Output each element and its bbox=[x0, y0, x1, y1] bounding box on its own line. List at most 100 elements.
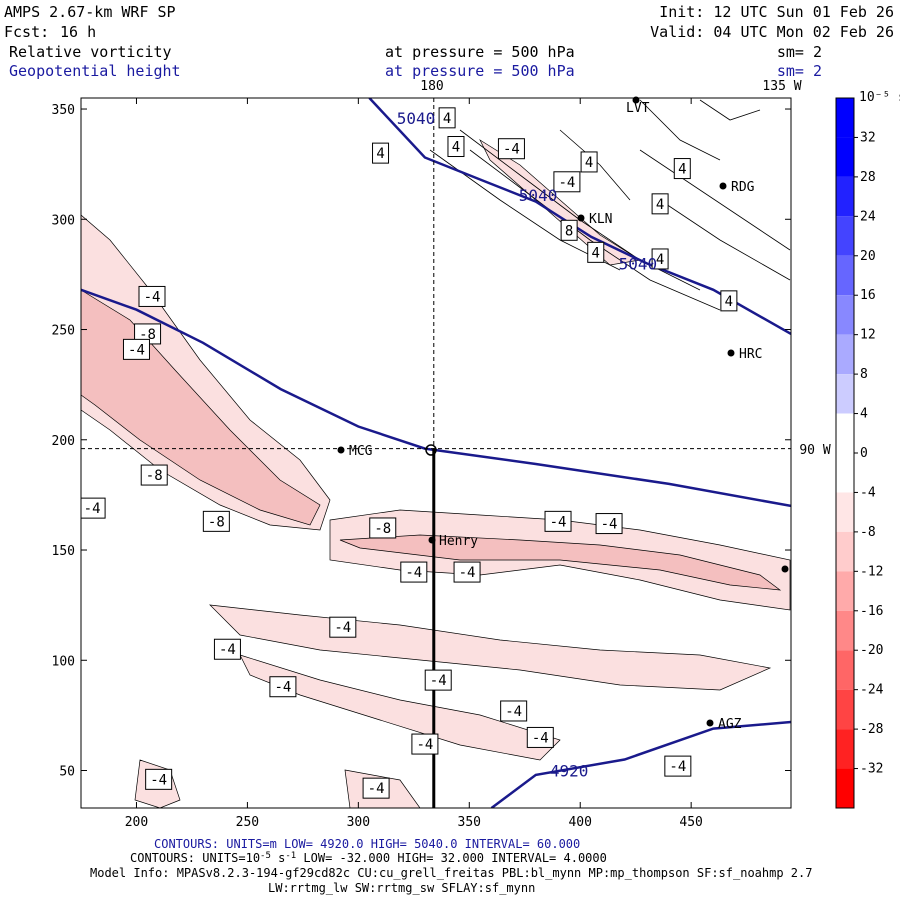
vort-label-box bbox=[453, 561, 481, 583]
colorbar-label: -8 bbox=[860, 525, 876, 540]
vort-label-text: -8 bbox=[208, 514, 225, 530]
fcst-label: Fcst: bbox=[4, 23, 49, 41]
x-tick-label: 450 bbox=[679, 815, 702, 830]
colorbar-label: 16 bbox=[860, 288, 876, 303]
colorbar-seg bbox=[836, 137, 854, 177]
vort-label-text: -8 bbox=[146, 468, 163, 484]
vort-label-box bbox=[269, 676, 297, 698]
vort-label-box bbox=[329, 616, 357, 638]
y-tick-label: 100 bbox=[52, 654, 75, 669]
fcst-value: 16 h bbox=[60, 23, 96, 41]
station-label-mcg: MCG bbox=[349, 444, 373, 459]
colorbar-label: 8 bbox=[860, 367, 868, 382]
vort-label-29: -4 bbox=[411, 733, 439, 755]
colorbar-label: 20 bbox=[860, 249, 876, 264]
colorbar-seg bbox=[836, 413, 854, 453]
field1-pressure: at pressure = 500 hPa bbox=[385, 43, 575, 61]
vort-label-box bbox=[400, 561, 428, 583]
vort-label-text: -4 bbox=[84, 501, 101, 517]
vort-label-3: -4 bbox=[497, 138, 525, 160]
x-tick-label: 400 bbox=[568, 815, 591, 830]
vort-label-box bbox=[651, 248, 669, 270]
vort-label-30: -4 bbox=[664, 755, 692, 777]
height-contour-1 bbox=[81, 288, 791, 508]
vort-label-9: 4 bbox=[587, 241, 605, 263]
vort-label-1: 4 bbox=[372, 142, 390, 164]
vort-label-18: -8 bbox=[369, 517, 397, 539]
height-label-1: 5040 bbox=[519, 186, 558, 205]
vort-label-text: 4 bbox=[443, 111, 451, 127]
vort-label-0: 4 bbox=[438, 107, 456, 129]
vort-label-box bbox=[81, 497, 106, 519]
vort-label-box bbox=[372, 142, 390, 164]
vort-label-text: -4 bbox=[558, 175, 575, 191]
station-dot-hrc bbox=[727, 349, 735, 357]
colorbar-seg bbox=[836, 216, 854, 256]
vort-label-text: -4 bbox=[274, 680, 291, 696]
vort-label-text: 4 bbox=[376, 146, 384, 162]
vort-label-text: 4 bbox=[592, 245, 600, 261]
intersection-marker bbox=[425, 444, 437, 456]
colorbar-seg bbox=[836, 729, 854, 769]
colorbar-seg bbox=[836, 374, 854, 414]
lon-135w-label: 135 W bbox=[762, 79, 801, 94]
colorbar-seg-top bbox=[836, 98, 854, 138]
vort-label-text: 4 bbox=[725, 294, 733, 310]
vort-label-5: -4 bbox=[553, 171, 581, 193]
vort-label-19: -4 bbox=[544, 510, 572, 532]
colorbar-label: 4 bbox=[860, 407, 868, 422]
vort-label-box bbox=[138, 285, 166, 307]
colorbar: 32 28 24 20 16 12 8 4 0 -4 -8 -12 -16 -20 -24 -28 -32 bbox=[835, 97, 884, 809]
y-tick-label: 300 bbox=[52, 213, 75, 228]
colorbar-seg bbox=[836, 650, 854, 690]
vort-label-text: -4 bbox=[144, 289, 161, 305]
colorbar-seg bbox=[836, 571, 854, 611]
colorbar-label: -12 bbox=[860, 564, 883, 579]
y-tick-label: 150 bbox=[52, 544, 75, 559]
footer-vort-b: s bbox=[271, 851, 285, 865]
vort-label-text: -4 bbox=[532, 730, 549, 746]
vort-label-box bbox=[424, 669, 452, 691]
field2-sm: sm= 2 bbox=[777, 62, 822, 80]
vort-label-28: -4 bbox=[526, 726, 554, 748]
y-tick-label: 50 bbox=[59, 765, 75, 780]
station-dot-agz bbox=[706, 719, 714, 727]
vort-label-box bbox=[580, 151, 598, 173]
colorbar-label: 0 bbox=[860, 446, 868, 461]
station-dot-lvt bbox=[632, 96, 640, 104]
vort-label-16: -4 bbox=[81, 497, 106, 519]
colorbar-seg bbox=[836, 255, 854, 296]
vort-label-box bbox=[369, 517, 397, 539]
station-label-hrc: HRC bbox=[739, 347, 762, 362]
vort-label-box bbox=[213, 638, 241, 660]
colorbar-label: -20 bbox=[860, 643, 883, 658]
footer-vort-sup: -5 bbox=[260, 851, 271, 861]
x-tick-label: 300 bbox=[347, 815, 370, 830]
vort-label-text: 4 bbox=[585, 155, 593, 171]
vort-label-box bbox=[544, 510, 572, 532]
vort-label-14: -4 bbox=[122, 338, 150, 360]
vort-label-text: -4 bbox=[416, 737, 433, 753]
vort-label-box bbox=[673, 158, 691, 180]
field1-sm: sm= 2 bbox=[777, 43, 822, 61]
colorbar-label: -4 bbox=[860, 485, 876, 500]
vort-label-23: -4 bbox=[329, 616, 357, 638]
station-label-rdg: RDG bbox=[731, 180, 755, 195]
vort-label-text: -8 bbox=[374, 521, 391, 537]
vort-label-text: -4 bbox=[219, 642, 236, 658]
vort-label-box bbox=[362, 777, 390, 799]
vort-label-box bbox=[140, 464, 168, 486]
colorbar-seg bbox=[836, 176, 854, 217]
vort-label-25: -4 bbox=[269, 676, 297, 698]
colorbar-label: 24 bbox=[860, 209, 876, 224]
lon-90w-label: 90 W bbox=[799, 443, 830, 458]
vort-label-24: -4 bbox=[213, 638, 241, 660]
station-label-kln: KLN bbox=[589, 212, 612, 227]
height-label-2: 5040 bbox=[619, 254, 658, 273]
vort-label-4: 4 bbox=[580, 151, 598, 173]
vort-label-box bbox=[664, 755, 692, 777]
y-tick-label: 250 bbox=[52, 324, 75, 339]
